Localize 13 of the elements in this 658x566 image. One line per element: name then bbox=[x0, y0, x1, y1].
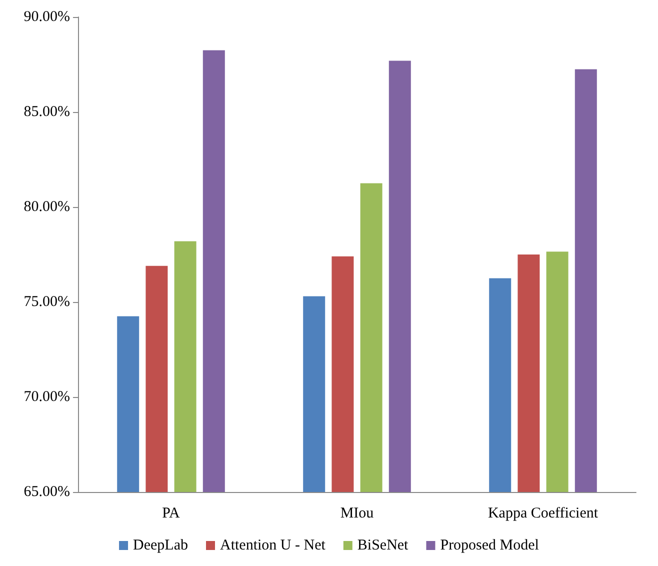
y-tick-label: 75.00% bbox=[24, 294, 70, 310]
x-tick-label: Kappa Coefficient bbox=[488, 506, 599, 522]
legend-label: Proposed Model bbox=[440, 538, 539, 554]
x-tick-label: PA bbox=[162, 506, 180, 522]
legend-label: BiSeNet bbox=[357, 538, 410, 554]
legend-label: Attention U - Net bbox=[220, 538, 326, 554]
x-tick-label: MIou bbox=[340, 506, 374, 522]
legend-label: DeepLab bbox=[133, 538, 188, 554]
y-tick-label: 65.00% bbox=[24, 484, 70, 500]
y-tick-label: 70.00% bbox=[24, 389, 70, 405]
y-tick-label: 85.00% bbox=[24, 104, 70, 120]
y-tick-label: 80.00% bbox=[24, 199, 70, 215]
y-tick-label: 90.00% bbox=[24, 9, 70, 25]
